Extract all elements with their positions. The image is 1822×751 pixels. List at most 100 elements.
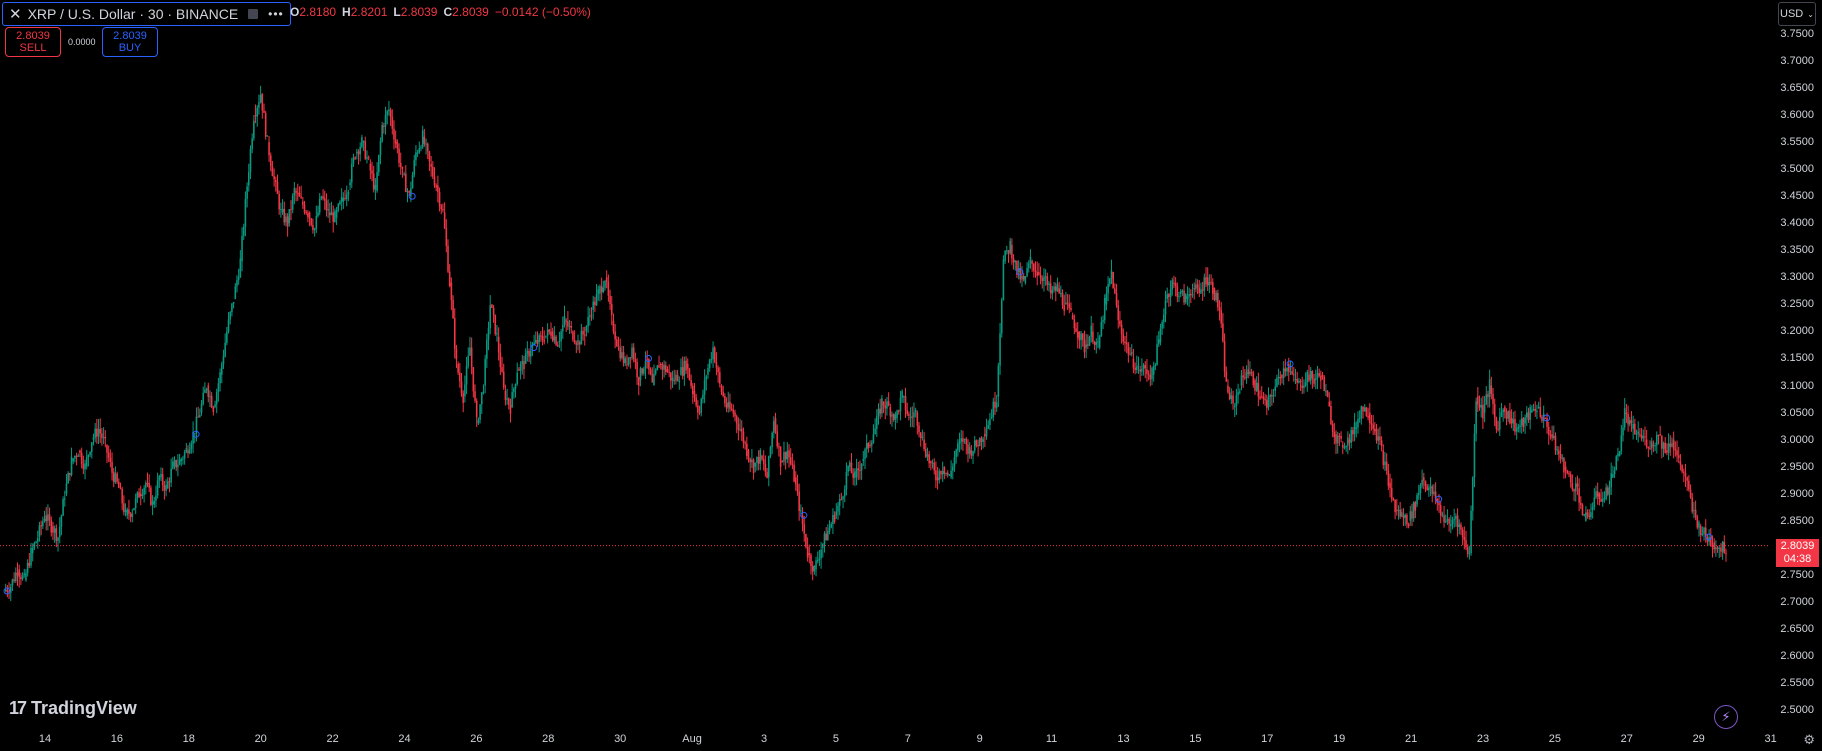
candle-body xyxy=(901,390,903,398)
candle-body xyxy=(734,412,736,417)
candle-body xyxy=(575,342,578,345)
candle-body xyxy=(531,344,534,348)
chart-marker[interactable] xyxy=(1705,533,1713,541)
chart-marker[interactable] xyxy=(645,354,653,362)
candle-body xyxy=(1345,445,1347,448)
candle-body xyxy=(1451,519,1454,525)
candle-body xyxy=(968,447,971,454)
candle-body xyxy=(756,457,758,463)
chart-marker[interactable] xyxy=(530,344,538,352)
candle-body xyxy=(1613,470,1616,475)
chart-marker[interactable] xyxy=(1016,268,1024,276)
square-icon[interactable] xyxy=(248,9,259,19)
candle-body xyxy=(1520,418,1523,426)
candle-body xyxy=(161,473,164,486)
sell-button[interactable]: 2.8039 SELL xyxy=(5,27,61,57)
candle-body xyxy=(556,344,559,347)
candle-body xyxy=(806,546,809,558)
candle-body xyxy=(1065,302,1067,305)
chart-marker[interactable] xyxy=(1543,414,1551,422)
candle-body xyxy=(982,439,984,442)
currency-selector[interactable]: USD ⌄ xyxy=(1778,2,1816,26)
candle-body xyxy=(1699,526,1702,536)
candle-body xyxy=(1227,385,1229,393)
candle-body xyxy=(317,212,319,216)
candle-body xyxy=(892,414,895,420)
candle-body xyxy=(1070,307,1072,311)
time-tick: 13 xyxy=(1117,733,1130,745)
gear-icon[interactable]: ⚙ xyxy=(1803,732,1815,747)
candle-body xyxy=(670,372,672,381)
time-tick: 18 xyxy=(182,733,195,745)
candle-body xyxy=(1250,371,1253,373)
candle-body xyxy=(48,514,51,521)
candle-body xyxy=(789,457,792,464)
chart-marker[interactable] xyxy=(3,587,11,595)
candle-body xyxy=(335,209,338,218)
candle-body xyxy=(533,342,535,345)
chart-marker[interactable] xyxy=(192,430,200,438)
candle-body xyxy=(610,304,613,315)
candle-body xyxy=(1053,286,1055,290)
candle-body xyxy=(904,395,907,411)
close-icon[interactable]: ✕ xyxy=(9,6,22,23)
chart-marker[interactable] xyxy=(1435,495,1443,503)
close-value: 2.8039 xyxy=(452,5,489,19)
candle-body xyxy=(170,468,172,483)
candle-body xyxy=(1439,505,1442,516)
candle-body xyxy=(541,335,544,341)
candle-body xyxy=(261,93,264,111)
more-dots-icon[interactable]: ••• xyxy=(268,7,284,21)
tradingview-logo[interactable]: 17 TradingView xyxy=(9,698,137,719)
lightning-icon[interactable]: ⚡ xyxy=(1714,705,1738,729)
candle-body xyxy=(57,537,59,541)
candle-body xyxy=(1142,365,1145,369)
candle-body xyxy=(359,146,362,155)
candle-body xyxy=(116,473,118,482)
candle-body xyxy=(1038,271,1040,275)
candle-body xyxy=(516,372,519,385)
candle-body xyxy=(656,365,659,371)
candle-body xyxy=(514,384,517,389)
candle-body xyxy=(1480,405,1483,408)
candle-body xyxy=(1720,547,1722,552)
candle-body xyxy=(1399,509,1401,517)
candle-body xyxy=(1198,287,1201,293)
candle-body xyxy=(1698,522,1700,528)
candle-body xyxy=(1507,410,1510,419)
candle-body xyxy=(661,364,664,370)
buy-button[interactable]: 2.8039 BUY xyxy=(102,27,158,57)
candle-body xyxy=(87,455,90,457)
candle-body xyxy=(258,102,260,108)
candle-body xyxy=(1233,405,1236,408)
candle-body xyxy=(767,455,770,478)
candle-body xyxy=(462,393,464,403)
candle-body xyxy=(923,439,925,449)
candle-body xyxy=(914,409,917,413)
candle-body xyxy=(529,350,532,357)
candle-body xyxy=(1358,418,1361,420)
candle-body xyxy=(1063,305,1066,311)
candle-body xyxy=(1299,380,1302,382)
candle-body xyxy=(241,235,243,262)
candle-body xyxy=(1384,461,1386,466)
candle-body xyxy=(849,462,851,467)
candle-body xyxy=(1114,288,1116,293)
candle-body xyxy=(499,352,502,368)
chart-marker[interactable] xyxy=(800,511,808,519)
candle-body xyxy=(730,408,733,410)
candle-body xyxy=(1380,440,1383,447)
candle-body xyxy=(1455,516,1457,520)
symbol-header[interactable]: ✕ XRP / U.S. Dollar · 30 · BINANCE ••• xyxy=(2,2,291,26)
candle-body xyxy=(1544,417,1547,419)
candle-body xyxy=(139,493,142,497)
price-chart[interactable] xyxy=(0,0,1770,725)
candle-body xyxy=(1076,331,1079,338)
chart-marker[interactable] xyxy=(1286,360,1294,368)
candle-body xyxy=(1532,408,1535,411)
candle-body xyxy=(1581,504,1584,516)
candle-body xyxy=(534,339,537,343)
candle-body xyxy=(177,464,179,468)
chart-marker[interactable] xyxy=(408,192,416,200)
